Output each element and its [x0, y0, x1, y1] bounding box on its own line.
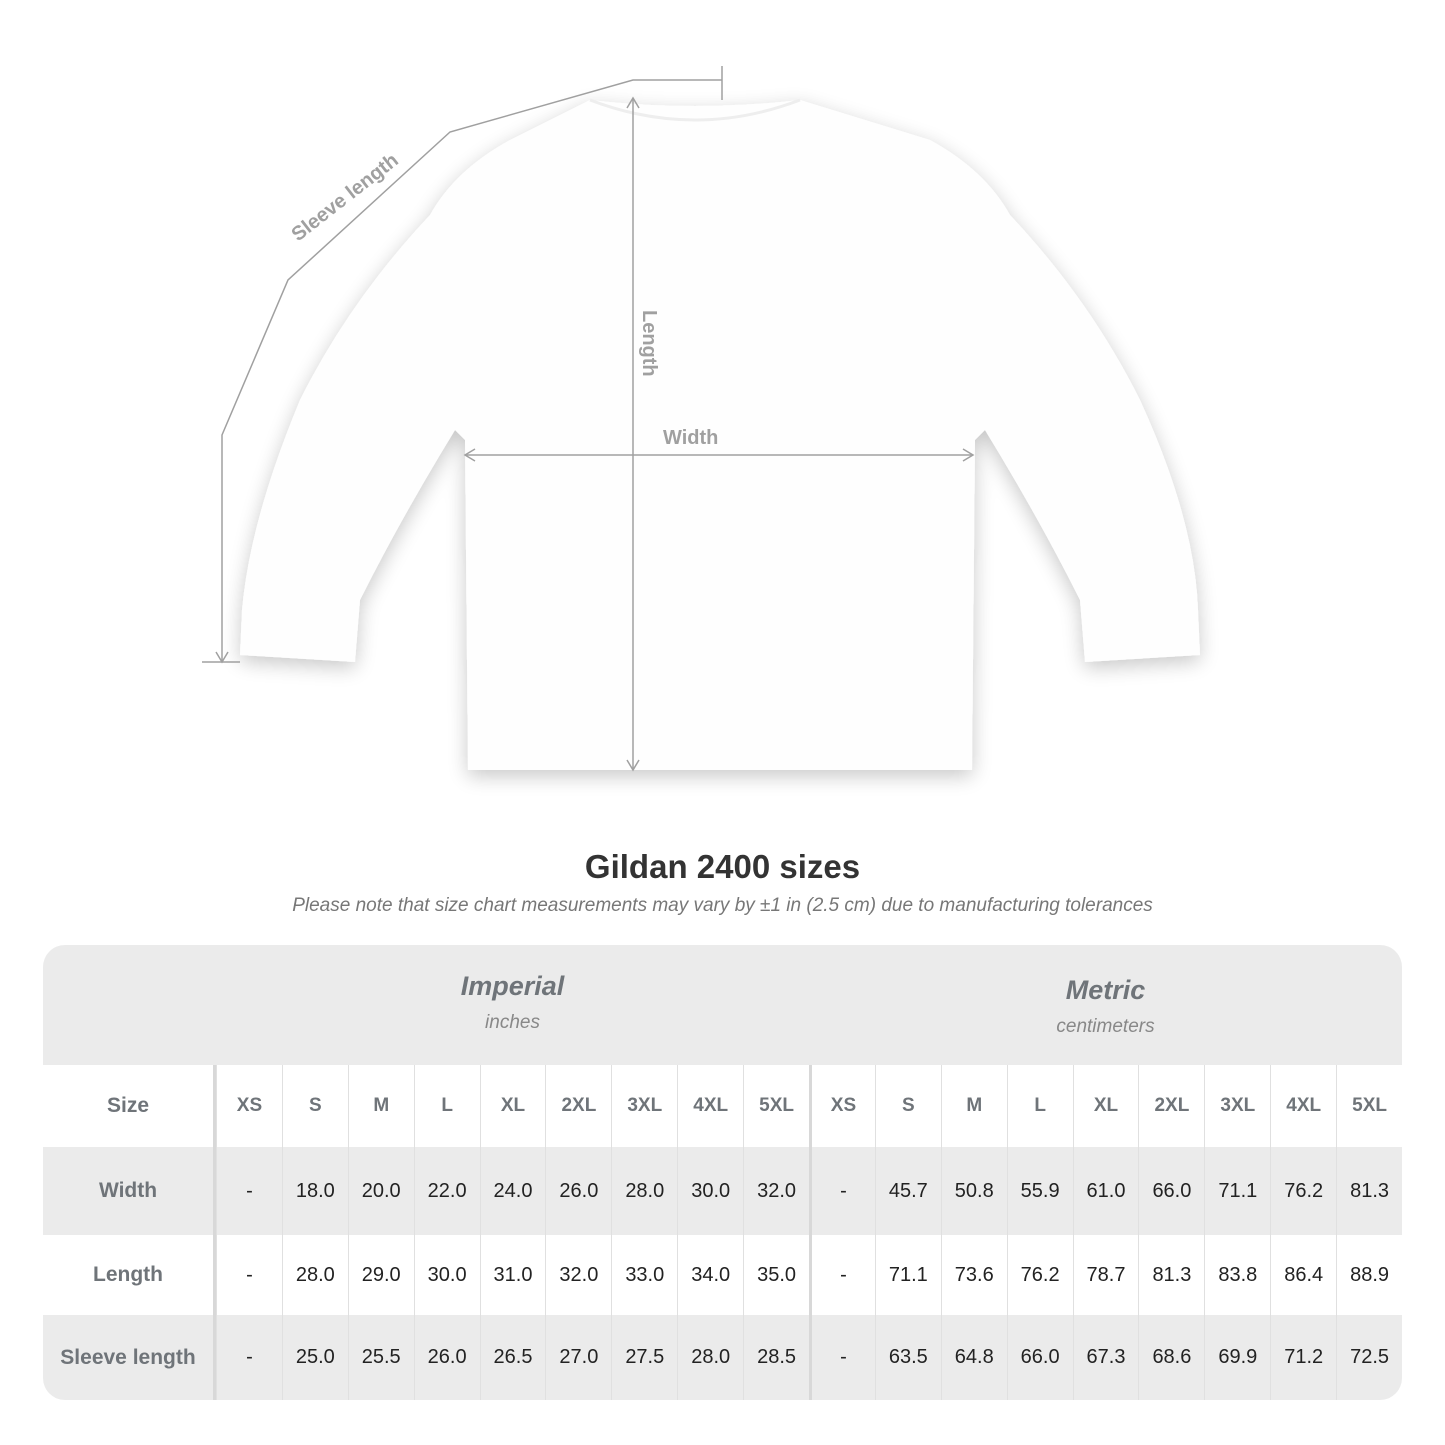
measurement-lines — [202, 66, 975, 772]
metric-value-cell: 66.0 — [1006, 1315, 1073, 1400]
imperial-value-cell: 28.0 — [611, 1147, 677, 1235]
imperial-size-s: S — [281, 1065, 348, 1147]
metric-value-cell: 76.2 — [1270, 1147, 1336, 1235]
metric-value-cell: 81.3 — [1138, 1235, 1204, 1315]
metric-size-s: S — [874, 1065, 941, 1147]
metric-value-cell: - — [809, 1315, 875, 1400]
imperial-value-cell: 27.0 — [545, 1315, 611, 1400]
imperial-unit: inches — [485, 1012, 540, 1033]
metric-header: Metric centimeters — [809, 945, 1402, 1065]
metric-value-cell: 86.4 — [1270, 1235, 1336, 1315]
long-sleeve-shirt — [240, 100, 1200, 770]
imperial-value-cell: 34.0 — [677, 1235, 743, 1315]
imperial-size-3xl: 3XL — [611, 1065, 677, 1147]
metric-size-5xl: 5XL — [1336, 1065, 1402, 1147]
size-table: Imperial inches Metric centimeters Size X… — [43, 945, 1402, 1400]
imperial-value-cell: 28.5 — [743, 1315, 809, 1400]
imperial-value-cell: - — [216, 1235, 282, 1315]
page-title: Gildan 2400 sizes — [584, 848, 861, 885]
metric-size-m: M — [940, 1065, 1007, 1147]
metric-value-cell: - — [809, 1235, 875, 1315]
imperial-title: Imperial — [460, 971, 565, 1001]
imperial-value-cell: 22.0 — [413, 1147, 480, 1235]
metric-value-cell: 81.3 — [1336, 1147, 1402, 1235]
metric-value-cell: 68.6 — [1138, 1315, 1204, 1400]
imperial-value-cell: - — [216, 1147, 282, 1235]
metric-size-3xl: 3XL — [1204, 1065, 1270, 1147]
imperial-value-cell: 33.0 — [611, 1235, 677, 1315]
metric-value-cell: 71.2 — [1270, 1315, 1336, 1400]
metric-size-2xl: 2XL — [1138, 1065, 1204, 1147]
imperial-value-cell: 25.5 — [347, 1315, 414, 1400]
metric-size-4xl: 4XL — [1270, 1065, 1336, 1147]
metric-unit: centimeters — [1056, 1016, 1155, 1037]
metric-value-cell: 73.6 — [940, 1235, 1007, 1315]
imperial-size-l: L — [413, 1065, 480, 1147]
sleeve-length-label: Sleeve length — [288, 149, 403, 246]
imperial-value-cell: 29.0 — [347, 1235, 414, 1315]
imperial-value-cell: 26.5 — [479, 1315, 546, 1400]
metric-value-cell: 76.2 — [1006, 1235, 1073, 1315]
table-row: Sleeve length -25.0 25.5 26.0 26.5 27.0 27.5 28… — [43, 1315, 1402, 1400]
row-label: Width — [43, 1147, 216, 1235]
imperial-header: Imperial inches — [216, 945, 809, 1065]
metric-value-cell: 55.9 — [1006, 1147, 1073, 1235]
imperial-value-cell: 30.0 — [413, 1235, 480, 1315]
imperial-value-cell: 18.0 — [281, 1147, 348, 1235]
metric-value-cell: 72.5 — [1336, 1315, 1402, 1400]
row-label: Sleeve length — [43, 1315, 216, 1400]
imperial-size-5xl: 5XL — [743, 1065, 809, 1147]
imperial-size-2xl: 2XL — [545, 1065, 611, 1147]
metric-value-cell: 78.7 — [1072, 1235, 1139, 1315]
metric-value-cell: 69.9 — [1204, 1315, 1270, 1400]
metric-size-l: L — [1006, 1065, 1073, 1147]
unit-header-band — [43, 945, 1402, 1065]
metric-value-cell: 83.8 — [1204, 1235, 1270, 1315]
imperial-value-cell: 28.0 — [281, 1235, 348, 1315]
metric-value-cell: 45.7 — [874, 1147, 941, 1235]
metric-size-xs: XS — [809, 1065, 875, 1147]
width-label: Width — [663, 427, 718, 449]
imperial-size-xs: XS — [216, 1065, 282, 1147]
imperial-value-cell: - — [216, 1315, 282, 1400]
imperial-value-cell: 24.0 — [479, 1147, 546, 1235]
metric-value-cell: 71.1 — [874, 1235, 941, 1315]
imperial-value-cell: 31.0 — [479, 1235, 546, 1315]
metric-value-cell: 50.8 — [940, 1147, 1007, 1235]
size-header-row: Size XS S M L XL 2XL 3XL 4XL 5XL XS S M L XL 2XL 3XL 4XL 5… — [43, 1065, 1402, 1147]
imperial-value-cell: 32.0 — [545, 1235, 611, 1315]
imperial-value-cell: 35.0 — [743, 1235, 809, 1315]
imperial-value-cell: 26.0 — [413, 1315, 480, 1400]
imperial-value-cell: 30.0 — [677, 1147, 743, 1235]
imperial-value-cell: 25.0 — [281, 1315, 348, 1400]
imperial-size-xl: XL — [479, 1065, 546, 1147]
metric-value-cell: 63.5 — [874, 1315, 941, 1400]
metric-value-cell: 67.3 — [1072, 1315, 1139, 1400]
metric-value-cell: 88.9 — [1336, 1235, 1402, 1315]
metric-value-cell: 66.0 — [1138, 1147, 1204, 1235]
imperial-value-cell: 20.0 — [347, 1147, 414, 1235]
table-row: Width -18.0 20.0 22.0 24.0 26.0 28.0 30.0 32.0-4… — [43, 1147, 1402, 1235]
shirt-diagram: Sleeve length Length Width — [202, 66, 1200, 772]
imperial-size-m: M — [347, 1065, 414, 1147]
tolerance-note: Please note that size chart measurements… — [292, 895, 1153, 916]
row-label: Length — [43, 1235, 216, 1315]
metric-value-cell: 61.0 — [1072, 1147, 1139, 1235]
length-label: Length — [638, 310, 660, 377]
imperial-value-cell: 26.0 — [545, 1147, 611, 1235]
metric-size-xl: XL — [1072, 1065, 1139, 1147]
size-label: Size — [43, 1065, 216, 1147]
metric-value-cell: 71.1 — [1204, 1147, 1270, 1235]
imperial-value-cell: 27.5 — [611, 1315, 677, 1400]
table-row: Length -28.0 29.0 30.0 31.0 32.0 33.0 34.0 35.0-… — [43, 1235, 1402, 1315]
metric-value-cell: - — [809, 1147, 875, 1235]
imperial-size-4xl: 4XL — [677, 1065, 743, 1147]
imperial-value-cell: 32.0 — [743, 1147, 809, 1235]
metric-title: Metric — [1065, 975, 1146, 1005]
imperial-value-cell: 28.0 — [677, 1315, 743, 1400]
metric-value-cell: 64.8 — [940, 1315, 1007, 1400]
